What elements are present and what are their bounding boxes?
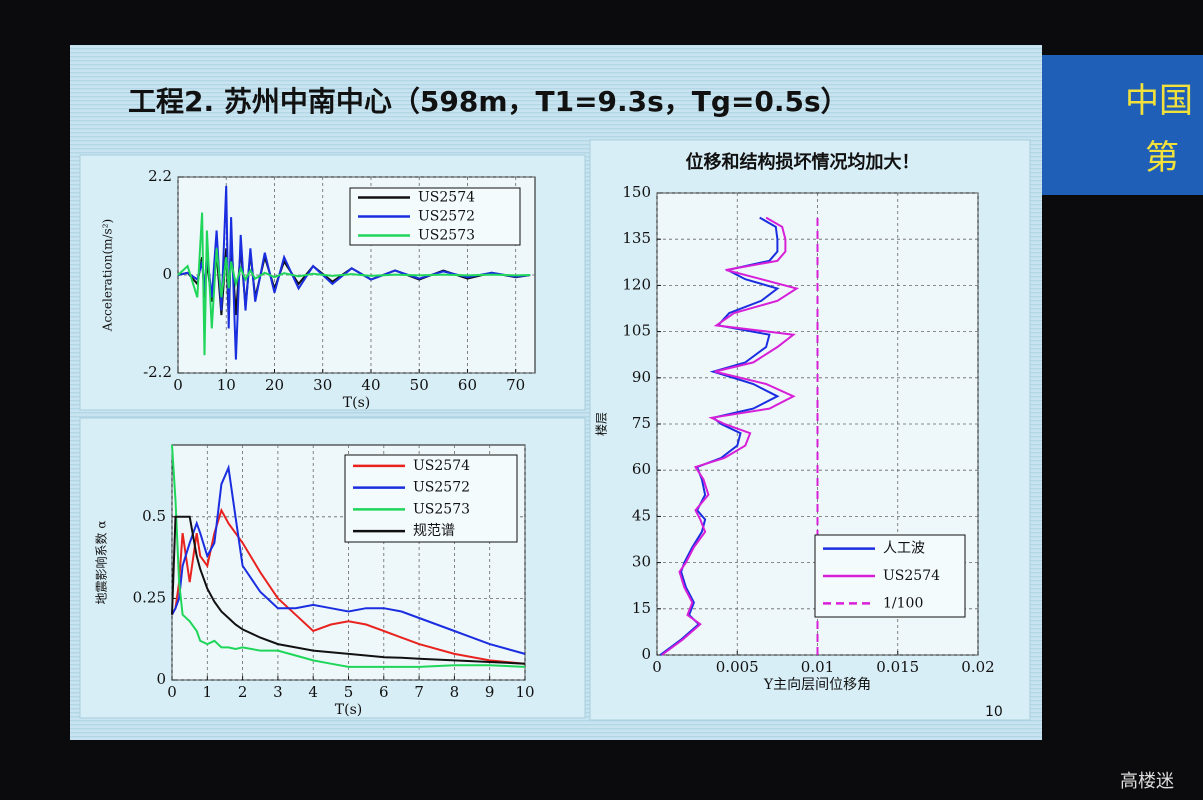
legend-label: 1/100 — [883, 595, 923, 611]
x-axis-label: T(s) — [335, 702, 362, 718]
x-tick-label: 1 — [203, 683, 213, 701]
y-tick-label: 90 — [632, 368, 651, 386]
x-tick-label: 70 — [506, 376, 525, 394]
x-tick-label: 50 — [410, 376, 429, 394]
legend-label: US2572 — [413, 480, 470, 496]
x-tick-label: 40 — [361, 376, 380, 394]
legend-label: US2572 — [418, 209, 475, 225]
banner-text: 第 — [1145, 138, 1179, 178]
series-line — [171, 507, 526, 665]
x-tick-label: 30 — [313, 376, 332, 394]
x-tick-label: 0.015 — [876, 658, 919, 676]
slide-title: 工程2. 苏州中南中心（598m，T1=9.3s，Tg=0.5s） — [128, 85, 849, 118]
y-tick-label: 150 — [622, 183, 651, 201]
page-number: 10 — [985, 704, 1003, 720]
legend-label: US2574 — [418, 190, 475, 206]
y-axis-label: 地震影响系数 α — [94, 521, 109, 605]
legend-label: 人工波 — [883, 541, 925, 557]
chart-title: 位移和结构损坏情况均加大！ — [686, 151, 920, 173]
x-tick-label: 0.005 — [716, 658, 759, 676]
x-tick-label: 60 — [458, 376, 477, 394]
x-tick-label: 5 — [344, 683, 354, 701]
x-tick-label: 20 — [265, 376, 284, 394]
y-tick-label: 0 — [162, 265, 172, 283]
y-tick-label: 105 — [622, 322, 651, 340]
legend-label: US2573 — [418, 228, 475, 244]
y-tick-label: 15 — [632, 599, 651, 617]
y-tick-label: -2.2 — [143, 363, 172, 381]
legend-label: US2574 — [413, 458, 470, 474]
legend-label: US2574 — [883, 568, 940, 584]
x-tick-label: 6 — [379, 683, 389, 701]
y-axis-label: 楼层 — [594, 412, 609, 436]
series-line — [171, 515, 526, 665]
x-tick-label: 10 — [217, 376, 236, 394]
legend-box — [344, 454, 518, 543]
y-tick-label: 45 — [632, 506, 651, 524]
series-line — [171, 464, 526, 655]
y-tick-label: 75 — [632, 414, 651, 432]
series-line — [177, 212, 531, 356]
y-tick-label: 60 — [632, 460, 651, 478]
y-tick-label: 0.5 — [142, 507, 166, 525]
y-tick-label: 0 — [641, 645, 651, 663]
x-tick-label: 0 — [167, 683, 177, 701]
series-line — [171, 444, 526, 668]
x-tick-label: 4 — [308, 683, 318, 701]
y-tick-label: 0 — [156, 670, 166, 688]
y-axis-label: Acceleration(m/s²) — [101, 219, 115, 332]
x-tick-label: 0.02 — [961, 658, 994, 676]
y-tick-label: 135 — [622, 229, 651, 247]
x-tick-label: 9 — [485, 683, 495, 701]
x-tick-label: 3 — [273, 683, 283, 701]
banner — [1040, 55, 1203, 195]
y-tick-label: 30 — [632, 553, 651, 571]
x-tick-label: 10 — [515, 683, 534, 701]
x-tick-label: 0 — [173, 376, 183, 394]
legend-label: US2573 — [413, 501, 470, 517]
banner-text: 中国 — [1125, 81, 1193, 121]
charts: 0 10 20 30 40 50 60 70-2.202.2T(s)Acceleration(… — [94, 151, 995, 718]
x-tick-label: 8 — [450, 683, 460, 701]
x-tick-label: 2 — [238, 683, 248, 701]
y-tick-label: 2.2 — [148, 167, 172, 185]
x-tick-label: 0.01 — [801, 658, 834, 676]
legend-label: 规范谱 — [413, 522, 455, 539]
series-line — [661, 216, 800, 656]
y-tick-label: 0.25 — [133, 588, 166, 606]
x-axis-label: T(s) — [343, 395, 370, 411]
y-tick-label: 120 — [622, 275, 651, 293]
x-tick-label: 0 — [652, 658, 662, 676]
x-tick-label: 7 — [414, 683, 424, 701]
x-axis-label: Y主向层间位移角 — [763, 677, 871, 693]
watermark: 高楼迷 — [1120, 771, 1174, 792]
